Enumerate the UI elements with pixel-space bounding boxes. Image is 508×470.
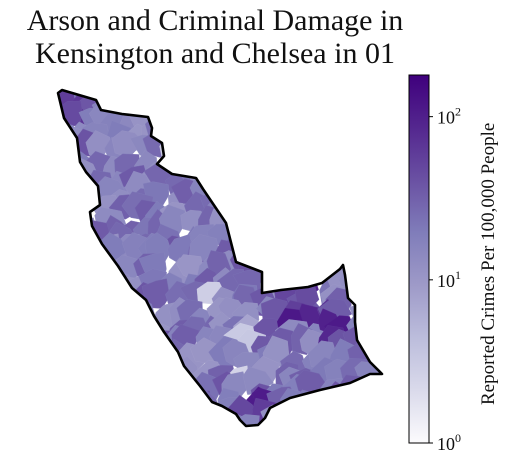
colorbar-ticks: 100 101 102 xyxy=(429,105,461,454)
colorbar-tick-label: 100 xyxy=(437,431,461,454)
colorbar-tick-label: 102 xyxy=(437,105,461,128)
colorbar-tick-label: 101 xyxy=(437,268,461,291)
map-title-line-2: Kensington and Chelsea in 01 xyxy=(35,37,395,70)
colorbar-bar xyxy=(408,74,430,444)
colorbar-label: Reported Crimes Per 100,000 People xyxy=(478,122,499,405)
borough-boundary xyxy=(56,88,384,428)
map-title-line-1: Arson and Criminal Damage in xyxy=(26,4,404,37)
ward-region xyxy=(376,361,382,389)
map-title: Arson and Criminal Damage in Kensington … xyxy=(0,4,430,70)
